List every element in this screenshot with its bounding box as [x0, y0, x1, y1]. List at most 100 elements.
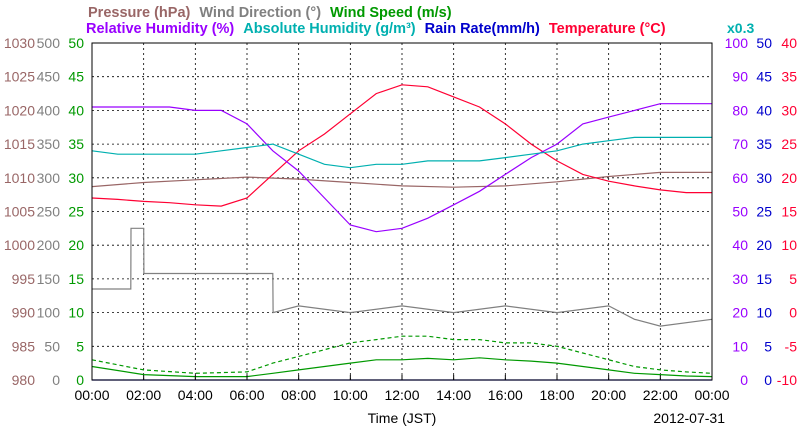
x-axis-label: Time (JST): [368, 410, 437, 426]
y-tick-label: 5: [76, 338, 84, 354]
legend-entry: Rain Rate(mm/h): [425, 21, 540, 37]
y-tick-label: 1000: [4, 237, 35, 253]
series-line: [92, 227, 713, 327]
y-tick-label: 0: [76, 372, 84, 388]
y-tick-label: 90: [732, 69, 748, 85]
x-tick-label: 16:00: [488, 387, 523, 403]
y-tick-label: 990: [12, 305, 36, 321]
y-tick-label: 10: [781, 237, 797, 253]
y-tick-label: 25: [756, 204, 772, 220]
legend-entry: Temperature (°C): [549, 21, 666, 37]
series-line: [91, 335, 713, 374]
x-tick-label: 08:00: [281, 387, 316, 403]
y-tick-label: 80: [732, 102, 748, 118]
y-tick-label: 980: [12, 372, 36, 388]
x-tick-label: 04:00: [178, 387, 213, 403]
y-tick-label: 995: [12, 271, 36, 287]
y-tick-label: 15: [68, 271, 84, 287]
y-tick-label: 10: [732, 338, 748, 354]
y-tick-label: 200: [37, 237, 61, 253]
y-tick-label: 0: [764, 372, 772, 388]
y-tick-label: 985: [12, 338, 36, 354]
legend: Pressure (hPa) Wind Direction (°) Wind Spe…: [86, 5, 754, 37]
y-tick-label: 70: [732, 136, 748, 152]
legend-entry: Pressure (hPa): [88, 5, 191, 21]
series-line: [91, 136, 712, 169]
x-tick-label: 00:00: [74, 387, 109, 403]
y-tick-label: 10: [756, 305, 772, 321]
date-label: 2012-07-31: [653, 410, 725, 426]
legend-entry: Wind Direction (°): [199, 5, 321, 21]
y-tick-label: 35: [756, 136, 772, 152]
y-tick-label: 100: [37, 305, 61, 321]
axes: 9809859909951000100510101015102010251030…: [4, 35, 797, 388]
y-tick-label: 25: [68, 204, 84, 220]
y-tick-label: 30: [781, 102, 797, 118]
series-line: [91, 357, 713, 378]
y-tick-label: 40: [732, 237, 748, 253]
y-tick-label: 500: [37, 35, 61, 51]
y-tick-label: 15: [781, 204, 797, 220]
series-line: [91, 84, 712, 207]
x-tick-label: 22:00: [643, 387, 678, 403]
y-tick-label: 1030: [4, 35, 35, 51]
y-tick-label: 60: [732, 170, 748, 186]
y-tick-label: 50: [68, 35, 84, 51]
y-tick-label: 45: [68, 69, 84, 85]
y-tick-label: 450: [37, 69, 61, 85]
y-tick-label: 40: [781, 35, 797, 51]
y-tick-label: 10: [68, 305, 84, 321]
y-tick-label: 150: [37, 271, 61, 287]
x-tick-label: 02:00: [126, 387, 161, 403]
y-tick-label: 250: [37, 204, 61, 220]
y-tick-label: 1025: [4, 69, 35, 85]
y-tick-label: 0: [789, 305, 797, 321]
scale-note: x0.3: [727, 20, 754, 36]
legend-entry: Absolute Humidity (g/m³): [243, 21, 416, 37]
y-tick-label: 1005: [4, 204, 35, 220]
y-tick-label: 20: [781, 170, 797, 186]
y-tick-label: 50: [44, 338, 60, 354]
x-tick-label: 06:00: [229, 387, 264, 403]
legend-entry: Wind Speed (m/s): [330, 5, 452, 21]
y-tick-label: 30: [68, 170, 84, 186]
y-tick-label: 35: [68, 136, 84, 152]
x-tick-label: 10:00: [333, 387, 368, 403]
y-tick-label: 300: [37, 170, 61, 186]
y-tick-label: 45: [756, 69, 772, 85]
series-line: [92, 103, 712, 233]
y-tick-label: 30: [732, 271, 748, 287]
y-tick-label: 25: [781, 136, 797, 152]
y-tick-label: 20: [68, 237, 84, 253]
x-tick-label: 12:00: [384, 387, 419, 403]
y-tick-label: 40: [68, 102, 84, 118]
y-tick-label: 40: [756, 102, 772, 118]
y-tick-label: 1020: [4, 102, 35, 118]
y-tick-label: 50: [732, 204, 748, 220]
y-tick-label: 15: [756, 271, 772, 287]
y-tick-label: 20: [756, 237, 772, 253]
y-tick-label: 5: [764, 338, 772, 354]
y-tick-label: -5: [785, 338, 798, 354]
y-tick-label: 1015: [4, 136, 35, 152]
y-tick-label: 350: [37, 136, 61, 152]
y-tick-label: 30: [756, 170, 772, 186]
y-tick-label: 400: [37, 102, 61, 118]
y-tick-label: 0: [740, 372, 748, 388]
y-tick-label: -10: [777, 372, 797, 388]
x-axis: 00:00 02:00 04:00 06:00 08:00 10:00 12:00 14:00…: [74, 375, 730, 426]
grid: [92, 43, 712, 380]
y-tick-label: 50: [756, 35, 772, 51]
y-tick-label: 5: [789, 271, 797, 287]
legend-entry: Relative Humidity (%): [86, 21, 234, 37]
x-tick-label: 20:00: [591, 387, 626, 403]
series-line: [91, 171, 712, 188]
x-tick-label: 14:00: [436, 387, 471, 403]
y-tick-label: 0: [52, 372, 60, 388]
y-tick-label: 20: [732, 305, 748, 321]
y-tick-label: 35: [781, 69, 797, 85]
x-tick-label: 00:00: [694, 387, 729, 403]
x-tick-label: 18:00: [539, 387, 574, 403]
y-tick-label: 1010: [4, 170, 35, 186]
